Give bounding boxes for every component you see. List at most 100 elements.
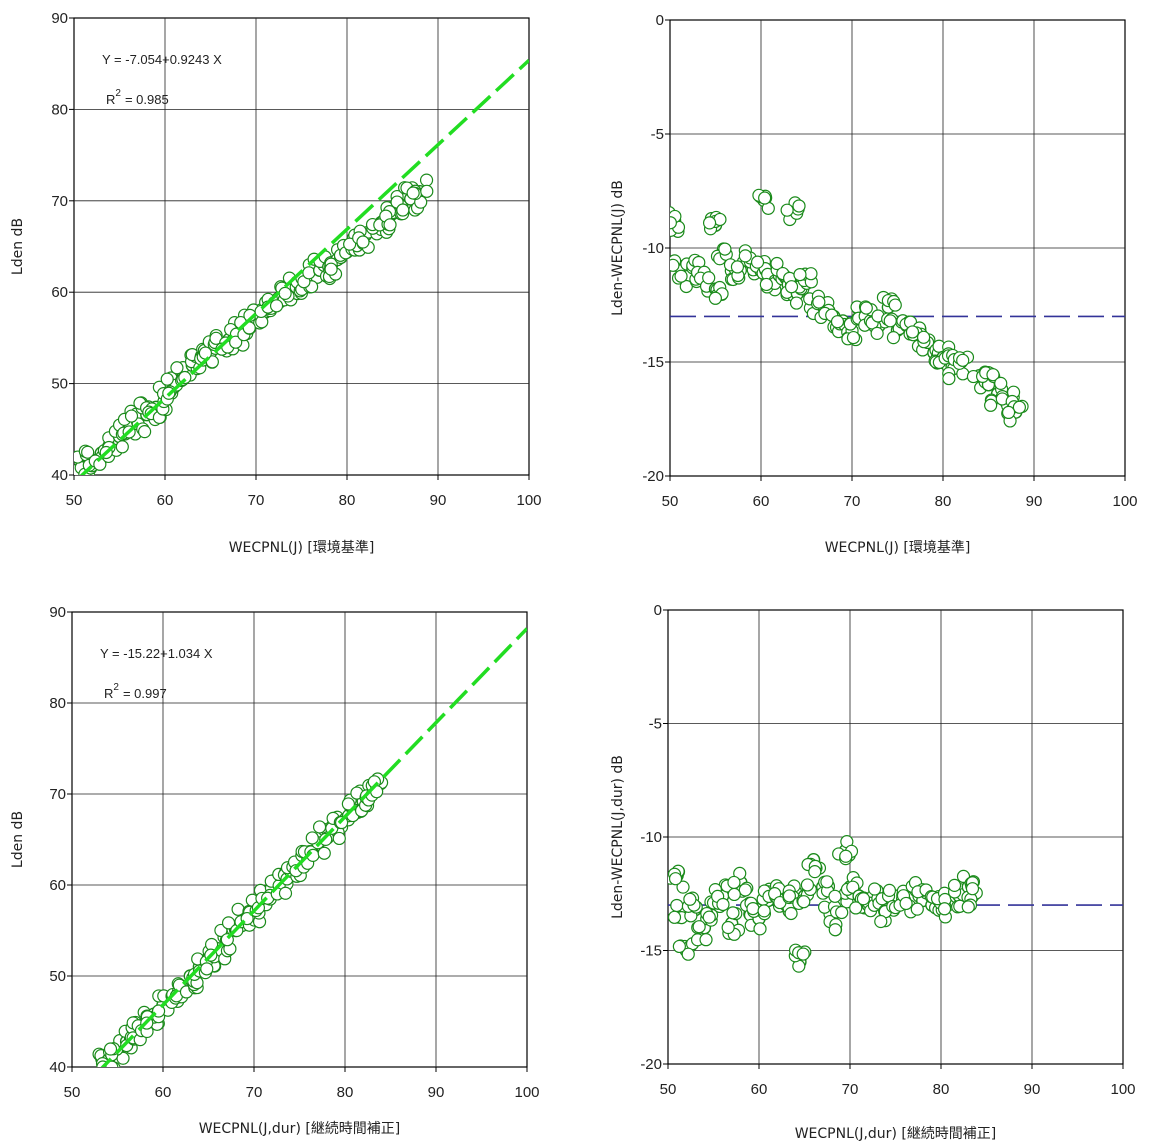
data-point — [138, 425, 152, 439]
x-axis-label: WECPNL(J) [環境基準] — [229, 539, 375, 556]
x-tick-label: 80 — [935, 493, 952, 510]
data-point — [796, 947, 810, 961]
data-point — [874, 914, 888, 929]
x-tick-label: 70 — [844, 493, 861, 510]
data-point — [406, 186, 420, 200]
data-point — [770, 256, 784, 271]
data-point — [835, 905, 849, 920]
y-tick-label: 70 — [51, 193, 68, 210]
y-tick-label: -15 — [642, 354, 664, 371]
x-tick-label: 90 — [430, 492, 447, 509]
data-point — [750, 255, 765, 269]
chart-panel-3: 50 60 70 80 90 100 40 50 60 70 80 90 WECPNL(J,dur) [… — [10, 604, 540, 1137]
data-point — [278, 886, 293, 900]
data-point — [916, 330, 931, 344]
data-point — [699, 933, 713, 947]
x-axis-label: WECPNL(J,dur) [継続時間補正] — [199, 1120, 401, 1137]
data-point — [899, 896, 913, 911]
x-tick-label: 90 — [1026, 493, 1043, 510]
data-point — [124, 409, 139, 423]
data-point — [674, 269, 688, 283]
data-point — [828, 889, 842, 903]
data-point — [793, 267, 807, 282]
data-point — [984, 398, 998, 412]
data-point — [103, 1042, 118, 1056]
x-tick-label: 100 — [514, 1084, 539, 1101]
data-point — [356, 235, 370, 249]
y-tick-label: 50 — [51, 376, 68, 393]
data-point — [808, 865, 822, 879]
data-point — [839, 849, 853, 863]
data-point — [758, 191, 772, 205]
data-point — [332, 831, 346, 846]
plot-area — [71, 611, 528, 1068]
y-tick-label: 80 — [49, 695, 66, 712]
r-squared-symbol: R — [106, 92, 115, 107]
data-point — [727, 875, 741, 890]
x-tick-label: 50 — [66, 492, 83, 509]
data-point — [99, 1070, 111, 1082]
y-tick-label: 60 — [49, 877, 66, 894]
data-point — [986, 368, 1000, 382]
y-tick-label: 40 — [49, 1059, 66, 1076]
data-point — [1012, 400, 1026, 414]
data-point — [170, 361, 184, 375]
y-axis-label: Lden-WECPNL(J) dB — [610, 180, 626, 316]
data-point — [343, 237, 357, 251]
x-tick-label: 80 — [337, 1084, 354, 1101]
data-point — [784, 906, 798, 921]
data-point — [718, 242, 732, 256]
data-point — [870, 326, 884, 340]
x-tick-label: 60 — [753, 493, 770, 510]
data-point — [727, 887, 741, 902]
data-point — [305, 831, 319, 845]
data-point — [278, 286, 292, 300]
chart-panel-2: 50 60 70 80 90 100 -20 -15 -10 -5 0 WECPNL(J) [環境基準… — [610, 12, 1138, 556]
data-point — [846, 880, 860, 894]
data-point — [115, 440, 129, 454]
r-squared-exponent: 2 — [115, 88, 121, 99]
y-tick-label: -10 — [642, 240, 664, 257]
data-point — [670, 258, 680, 272]
r-squared-value: = 0.985 — [125, 92, 169, 107]
data-point — [302, 266, 316, 280]
data-point — [670, 216, 677, 230]
data-point — [905, 325, 920, 339]
r-squared: R2 = 0.997 — [104, 682, 167, 701]
data-point — [800, 878, 815, 892]
data-point — [883, 314, 897, 328]
data-point — [784, 280, 799, 294]
r-squared-exponent: 2 — [113, 682, 119, 693]
data-point — [882, 883, 897, 897]
data-point — [792, 199, 806, 213]
data-point — [859, 301, 873, 315]
data-point — [668, 872, 683, 886]
r-squared-value: = 0.997 — [123, 686, 167, 701]
data-point — [708, 291, 722, 305]
data-point — [753, 922, 767, 936]
data-point — [692, 920, 706, 934]
y-tick-label: -20 — [642, 468, 664, 485]
data-point — [716, 897, 730, 912]
x-tick-label: 90 — [1024, 1081, 1041, 1098]
data-point — [812, 295, 826, 309]
y-tick-label: -15 — [640, 943, 662, 960]
chart-panel-1: 50 60 70 80 90 100 40 50 60 70 80 90 WECPNL(J) [環境基準… — [10, 10, 542, 556]
x-tick-label: 60 — [751, 1081, 768, 1098]
x-tick-label: 70 — [246, 1084, 263, 1101]
data-point — [702, 910, 716, 924]
r-squared: R2 = 0.985 — [106, 88, 169, 107]
data-point — [668, 910, 682, 924]
fit-equation: Y = -15.22+1.034 X — [100, 646, 213, 661]
data-point — [726, 906, 740, 920]
data-point — [738, 883, 752, 897]
data-point — [961, 900, 975, 914]
data-point — [746, 901, 760, 916]
fit-equation: Y = -7.054+0.9243 X — [102, 52, 222, 67]
y-tick-label: -20 — [640, 1056, 662, 1073]
y-tick-label: 80 — [51, 101, 68, 118]
data-point — [867, 882, 882, 896]
data-points — [668, 835, 983, 973]
x-tick-label: 60 — [155, 1084, 172, 1101]
